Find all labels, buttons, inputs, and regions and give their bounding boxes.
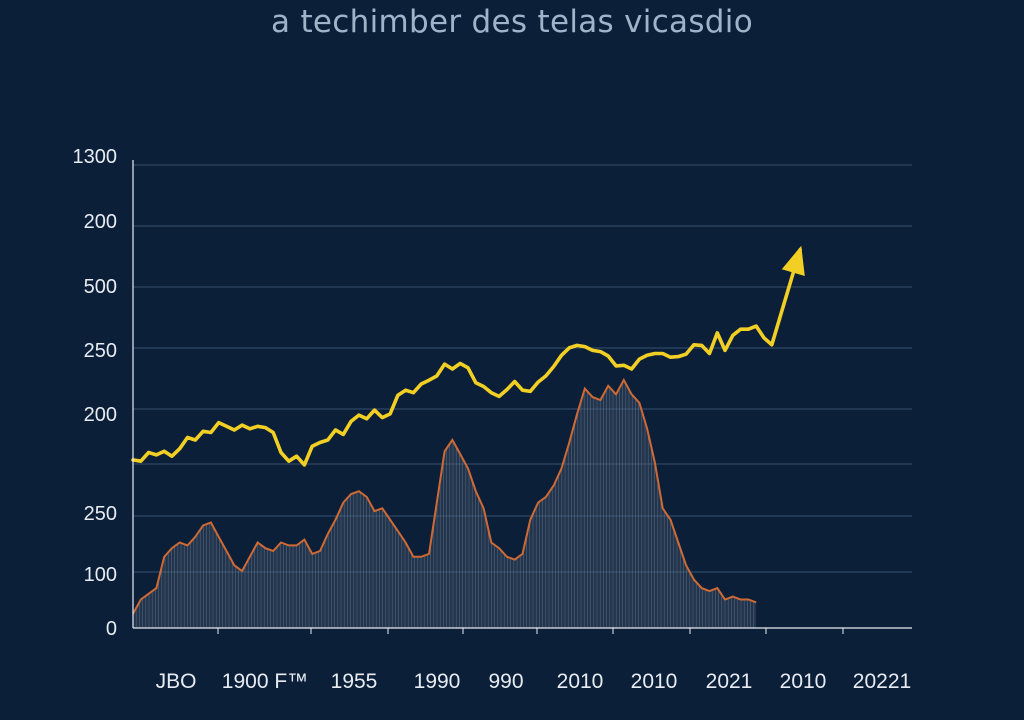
x-tick-label: 1990 [414,670,461,693]
x-tick-label: 2010 [780,670,827,693]
trend-arrow-head [781,245,805,277]
y-tick-label: 250 [84,503,117,525]
x-tick-label: 20221 [853,670,911,693]
y-tick-label: 500 [84,276,117,298]
y-tick-label: 0 [106,618,117,640]
primary-series-line [131,316,782,467]
y-tick-label: 200 [84,404,117,426]
y-tick-label: 1300 [73,146,118,168]
secondary-series-line [132,377,757,615]
x-tick-label: 1955 [331,670,378,693]
x-tick-label: 990 [488,670,523,693]
x-tick-label: JBO [156,670,197,693]
y-tick-label: 100 [84,564,117,586]
x-tick-label: 1900 F™ [222,670,308,693]
x-tick-label: 2010 [557,670,604,693]
x-tick-label: 2010 [631,670,678,693]
x-tick-label: 2021 [706,670,753,693]
y-tick-label: 250 [84,340,117,362]
y-tick-label: 200 [84,211,117,233]
chart-title: a techimber des telas vicasdio [271,4,753,40]
